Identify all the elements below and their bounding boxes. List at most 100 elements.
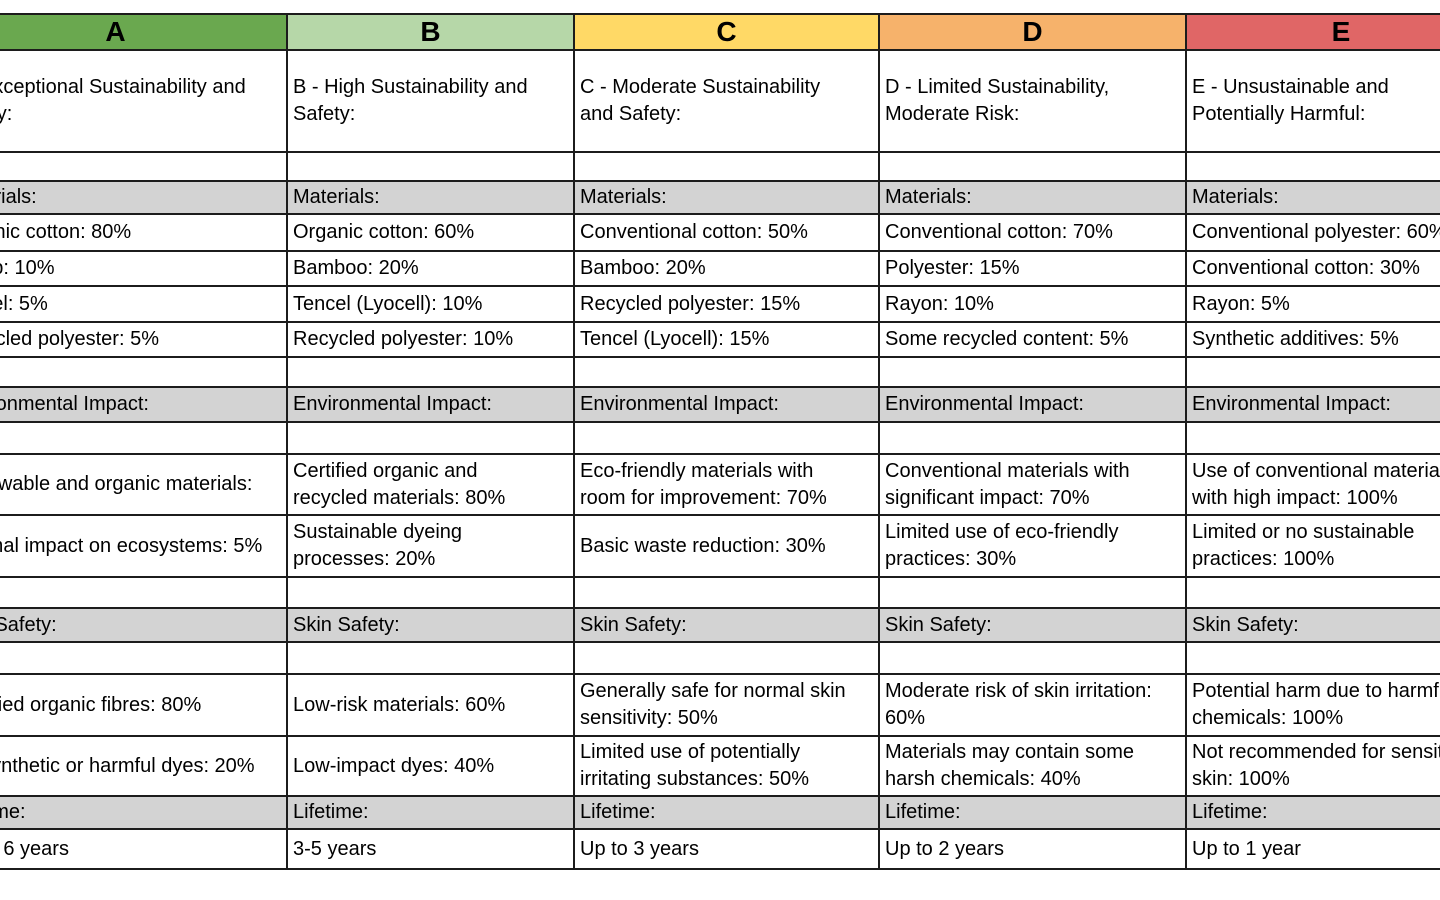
cell-e-8[interactable] (1185, 356, 1440, 388)
cell-c-5[interactable]: Bamboo: 20% (573, 250, 880, 287)
cell-e-6[interactable]: Rayon: 5% (1185, 285, 1440, 323)
cell-e-10[interactable] (1185, 421, 1440, 455)
cell-e-3[interactable]: Materials: (1185, 180, 1440, 215)
cell-a-4[interactable]: Organic cotton: 80% (0, 213, 288, 252)
cell-b-18[interactable]: Lifetime: (286, 795, 575, 830)
cell-d-12[interactable]: Limited use of eco-friendly practices: 3… (878, 514, 1187, 578)
cell-b-8[interactable] (286, 356, 575, 388)
cell-a-8[interactable] (0, 356, 288, 388)
cell-b-5[interactable]: Bamboo: 20% (286, 250, 575, 287)
cell-d-5[interactable]: Polyester: 15% (878, 250, 1187, 287)
cell-d-18[interactable]: Lifetime: (878, 795, 1187, 830)
cell-a-19[interactable]: Up to 6 years (0, 828, 288, 870)
cell-d-4[interactable]: Conventional cotton: 70% (878, 213, 1187, 252)
cell-c-2[interactable] (573, 151, 880, 182)
cell-c-19[interactable]: Up to 3 years (573, 828, 880, 870)
cell-d-15[interactable] (878, 641, 1187, 675)
cell-b-19[interactable]: 3-5 years (286, 828, 575, 870)
cell-c-13[interactable] (573, 576, 880, 609)
cell-a-15[interactable] (0, 641, 288, 675)
cell-a-1[interactable]: A - Exceptional Sustainability and Safet… (0, 49, 288, 153)
cell-a-2[interactable] (0, 151, 288, 182)
cell-a-18[interactable]: Lifetime: (0, 795, 288, 830)
cell-b-9[interactable]: Environmental Impact: (286, 386, 575, 423)
cell-b-16[interactable]: Low-risk materials: 60% (286, 673, 575, 737)
cell-d-8[interactable] (878, 356, 1187, 388)
cell-b-10[interactable] (286, 421, 575, 455)
cell-b-3[interactable]: Materials: (286, 180, 575, 215)
cell-e-19[interactable]: Up to 1 year (1185, 828, 1440, 870)
cell-d-6[interactable]: Rayon: 10% (878, 285, 1187, 323)
cell-a-5[interactable]: Hemp: 10% (0, 250, 288, 287)
cell-a-9[interactable]: Environmental Impact: (0, 386, 288, 423)
cell-c-17[interactable]: Limited use of potentially irritating su… (573, 735, 880, 797)
cell-c-8[interactable] (573, 356, 880, 388)
cell-d-14[interactable]: Skin Safety: (878, 607, 1187, 643)
cell-c-3[interactable]: Materials: (573, 180, 880, 215)
cell-e-16[interactable]: Potential harm due to harmful chemicals:… (1185, 673, 1440, 737)
cell-e-7[interactable]: Synthetic additives: 5% (1185, 321, 1440, 358)
cell-d-2[interactable] (878, 151, 1187, 182)
cell-a-11[interactable]: Renewable and organic materials: (0, 453, 288, 516)
column-header-D[interactable]: D (878, 13, 1187, 51)
cell-a-14[interactable]: Skin Safety: (0, 607, 288, 643)
cell-e-2[interactable] (1185, 151, 1440, 182)
cell-e-9[interactable]: Environmental Impact: (1185, 386, 1440, 423)
cell-e-15[interactable] (1185, 641, 1440, 675)
cell-c-16[interactable]: Generally safe for normal skin sensitivi… (573, 673, 880, 737)
cell-c-12[interactable]: Basic waste reduction: 30% (573, 514, 880, 578)
cell-b-14[interactable]: Skin Safety: (286, 607, 575, 643)
cell-a-10[interactable] (0, 421, 288, 455)
cell-b-15[interactable] (286, 641, 575, 675)
cell-c-6[interactable]: Recycled polyester: 15% (573, 285, 880, 323)
cell-b-6[interactable]: Tencel (Lyocell): 10% (286, 285, 575, 323)
cell-b-11[interactable]: Certified organic and recycled materials… (286, 453, 575, 516)
cell-b-1[interactable]: B - High Sustainability and Safety: (286, 49, 575, 153)
cell-c-10[interactable] (573, 421, 880, 455)
cell-b-2[interactable] (286, 151, 575, 182)
cell-e-11[interactable]: Use of conventional materials with high … (1185, 453, 1440, 516)
cell-a-7[interactable]: Recycled polyester: 5% (0, 321, 288, 358)
cell-e-5[interactable]: Conventional cotton: 30% (1185, 250, 1440, 287)
cell-d-19[interactable]: Up to 2 years (878, 828, 1187, 870)
cell-e-4[interactable]: Conventional polyester: 60% (1185, 213, 1440, 252)
cell-a-13[interactable] (0, 576, 288, 609)
cell-e-17[interactable]: Not recommended for sensitive skin: 100% (1185, 735, 1440, 797)
cell-c-1[interactable]: C - Moderate Sustainability and Safety: (573, 49, 880, 153)
cell-a-16[interactable]: Certified organic fibres: 80% (0, 673, 288, 737)
cell-c-14[interactable]: Skin Safety: (573, 607, 880, 643)
cell-a-17[interactable]: No synthetic or harmful dyes: 20% (0, 735, 288, 797)
cell-b-17[interactable]: Low-impact dyes: 40% (286, 735, 575, 797)
cell-c-11[interactable]: Eco-friendly materials with room for imp… (573, 453, 880, 516)
cell-b-12[interactable]: Sustainable dyeing processes: 20% (286, 514, 575, 578)
column-header-E[interactable]: E (1185, 13, 1440, 51)
cell-d-17[interactable]: Materials may contain some harsh chemica… (878, 735, 1187, 797)
cell-c-18[interactable]: Lifetime: (573, 795, 880, 830)
cell-e-12[interactable]: Limited or no sustainable practices: 100… (1185, 514, 1440, 578)
cell-c-7[interactable]: Tencel (Lyocell): 15% (573, 321, 880, 358)
cell-b-13[interactable] (286, 576, 575, 609)
cell-b-7[interactable]: Recycled polyester: 10% (286, 321, 575, 358)
cell-d-9[interactable]: Environmental Impact: (878, 386, 1187, 423)
cell-e-18[interactable]: Lifetime: (1185, 795, 1440, 830)
cell-e-13[interactable] (1185, 576, 1440, 609)
cell-d-3[interactable]: Materials: (878, 180, 1187, 215)
column-header-A[interactable]: A (0, 13, 288, 51)
cell-e-14[interactable]: Skin Safety: (1185, 607, 1440, 643)
cell-d-10[interactable] (878, 421, 1187, 455)
cell-a-12[interactable]: Minimal impact on ecosystems: 5% (0, 514, 288, 578)
cell-d-1[interactable]: D - Limited Sustainability, Moderate Ris… (878, 49, 1187, 153)
cell-a-6[interactable]: Tencel: 5% (0, 285, 288, 323)
cell-e-1[interactable]: E - Unsustainable and Potentially Harmfu… (1185, 49, 1440, 153)
cell-c-9[interactable]: Environmental Impact: (573, 386, 880, 423)
cell-d-16[interactable]: Moderate risk of skin irritation: 60% (878, 673, 1187, 737)
cell-c-15[interactable] (573, 641, 880, 675)
cell-d-13[interactable] (878, 576, 1187, 609)
cell-c-4[interactable]: Conventional cotton: 50% (573, 213, 880, 252)
cell-d-11[interactable]: Conventional materials with significant … (878, 453, 1187, 516)
cell-a-3[interactable]: Materials: (0, 180, 288, 215)
cell-b-4[interactable]: Organic cotton: 60% (286, 213, 575, 252)
column-header-B[interactable]: B (286, 13, 575, 51)
column-header-C[interactable]: C (573, 13, 880, 51)
cell-d-7[interactable]: Some recycled content: 5% (878, 321, 1187, 358)
